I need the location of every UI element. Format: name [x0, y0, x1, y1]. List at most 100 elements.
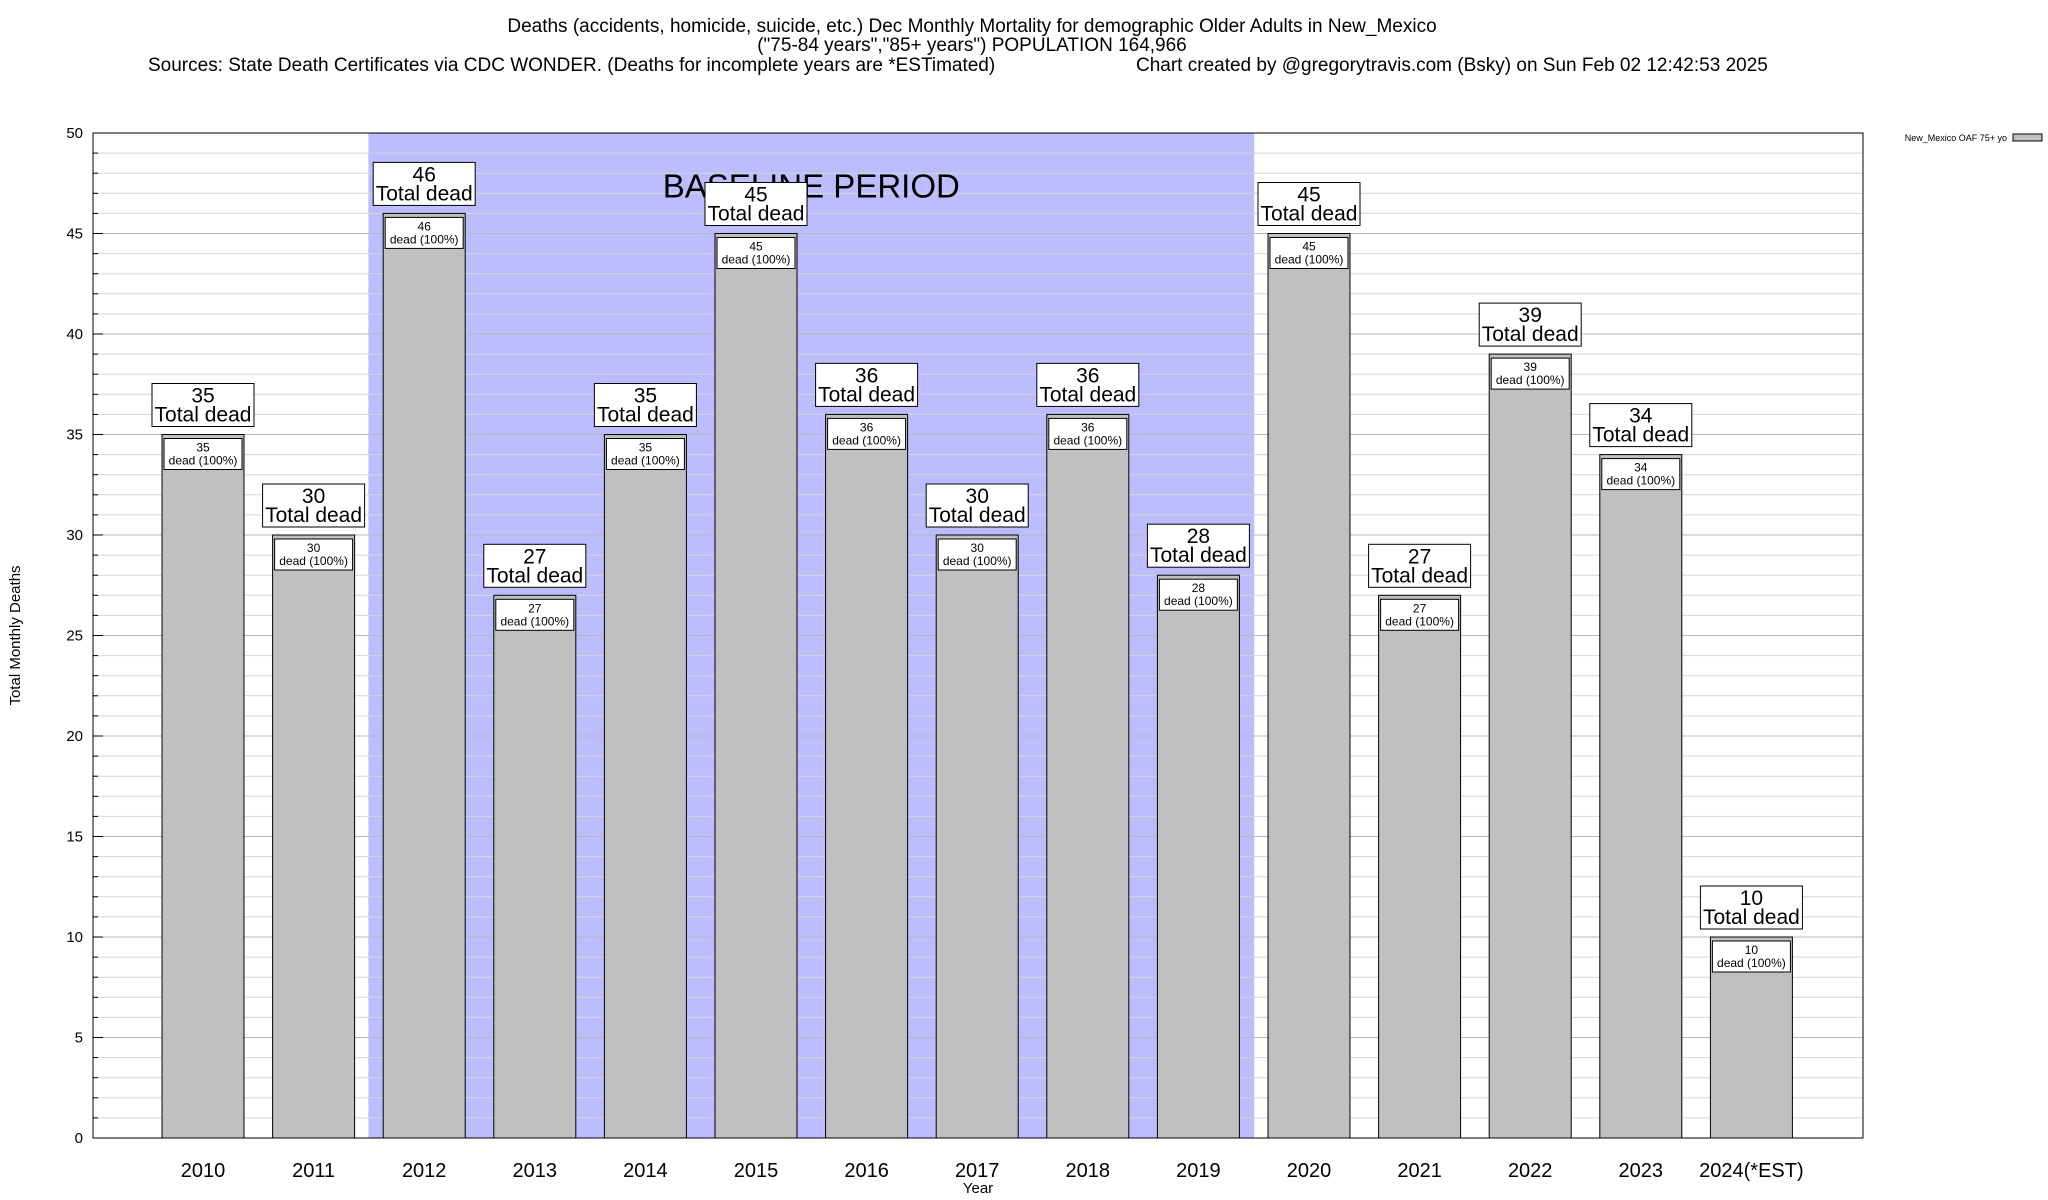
bar-inner-value-label: 28	[1192, 581, 1206, 595]
bar-inner-label-box	[1158, 578, 1238, 611]
bar	[1488, 353, 1572, 1139]
x-axis-label: Year	[963, 1180, 993, 1197]
bar-inner-value-label: 36	[860, 420, 874, 434]
x-tick-label: 2023	[1619, 1160, 1664, 1182]
bar-inner-value-label: 27	[1413, 601, 1427, 615]
bar-inner-label-box	[1269, 237, 1349, 269]
x-tick-label: 2020	[1287, 1160, 1332, 1182]
bar-top-label-box	[262, 483, 366, 528]
bar-top-label-box	[925, 483, 1029, 528]
bar	[935, 534, 1019, 1139]
y-tick-label: 10	[66, 929, 83, 946]
bar-top-label-box	[704, 182, 808, 226]
bar-inner-value-label: 34	[1634, 461, 1648, 475]
bar-inner-text-label: dead (100%)	[500, 614, 569, 628]
bar	[161, 434, 245, 1139]
y-tick-label: 30	[66, 527, 83, 544]
bar-inner-text-label: dead (100%)	[943, 554, 1012, 568]
bar-inner-label-box	[937, 538, 1017, 571]
bar-top-value-label: 36	[1076, 364, 1099, 387]
y-tick-label: 45	[66, 226, 83, 243]
bar-inner-text-label: dead (100%)	[1606, 474, 1675, 488]
bar	[603, 434, 687, 1139]
bar-top-text-label: Total dead	[265, 504, 362, 527]
x-tick-label: 2011	[292, 1160, 335, 1182]
x-tick-label: 2015	[734, 1160, 779, 1182]
bar	[1046, 413, 1130, 1139]
bar-top-value-label: 45	[744, 184, 767, 207]
bar-inner-text-label: dead (100%)	[1496, 373, 1565, 387]
bar-top-label-box	[483, 543, 587, 588]
bar-top-value-label: 10	[1740, 887, 1763, 910]
bar-inner-value-label: 39	[1524, 360, 1538, 374]
bar-inner-text-label: dead (100%)	[1164, 594, 1233, 608]
bar-inner-label-box	[1711, 940, 1791, 973]
bar-inner-label-box	[274, 538, 354, 571]
y-tick-label: 15	[66, 829, 83, 846]
bar-top-text-label: Total dead	[486, 564, 583, 587]
legend-entry-label: New_Mexico OAF 75+ yo	[1905, 133, 2007, 143]
x-tick-label: 2014	[623, 1160, 668, 1182]
bar-top-value-label: 35	[634, 385, 657, 408]
bar-top-text-label: Total dead	[1482, 323, 1579, 346]
bar-top-value-label: 39	[1519, 304, 1542, 327]
bar-top-text-label: Total dead	[376, 182, 473, 205]
chart-credit: Chart created by @gregorytravis.com (Bsk…	[1136, 55, 1768, 76]
bar-top-value-label: 28	[1187, 525, 1210, 548]
bar	[1156, 574, 1240, 1139]
bar-inner-label-box	[1601, 458, 1681, 491]
x-tick-label: 2018	[1066, 1160, 1111, 1182]
bar-inner-text-label: dead (100%)	[169, 454, 238, 468]
bar	[714, 233, 798, 1139]
bar-top-text-label: Total dead	[929, 504, 1026, 527]
bar-inner-value-label: 30	[971, 541, 985, 555]
bar-inner-value-label: 35	[639, 441, 653, 455]
bar-top-text-label: Total dead	[597, 404, 694, 427]
bar-top-value-label: 35	[191, 385, 214, 408]
bar-top-text-label: Total dead	[708, 203, 805, 226]
y-axis-label: Total Monthly Deaths	[7, 565, 24, 705]
bar-inner-text-label: dead (100%)	[1385, 614, 1454, 628]
bar-inner-value-label: 45	[1302, 240, 1316, 254]
bar-top-value-label: 46	[413, 163, 436, 186]
bar-inner-label-box	[1048, 417, 1128, 450]
bar	[272, 534, 356, 1139]
bar	[825, 413, 909, 1139]
bar-inner-value-label: 45	[749, 240, 763, 254]
bar	[493, 594, 577, 1139]
chart-sources: Sources: State Death Certificates via CD…	[148, 55, 995, 76]
y-tick-label: 5	[75, 1030, 83, 1047]
y-tick-label: 20	[66, 728, 83, 745]
bar-top-label-box	[1699, 885, 1803, 930]
bar-inner-text-label: dead (100%)	[390, 232, 459, 246]
bar-inner-value-label: 35	[196, 441, 210, 455]
bar-top-value-label: 34	[1629, 405, 1653, 428]
bar-inner-value-label: 30	[307, 541, 321, 555]
chart-title-line-1: Deaths (accidents, homicide, suicide, et…	[507, 16, 1436, 37]
bar	[1599, 454, 1683, 1139]
y-tick-label: 0	[75, 1130, 83, 1147]
bar-top-text-label: Total dead	[1039, 383, 1136, 406]
bar-top-label-box	[1036, 362, 1140, 407]
bar-top-text-label: Total dead	[1703, 906, 1800, 929]
bar-inner-label-box	[827, 417, 907, 450]
bar-top-value-label: 27	[1408, 545, 1431, 568]
x-tick-label: 2013	[513, 1160, 558, 1182]
bar-top-text-label: Total dead	[1371, 564, 1468, 587]
bar-inner-label-box	[163, 438, 243, 470]
bar-top-text-label: Total dead	[1592, 424, 1689, 447]
bar-top-label-box	[1146, 523, 1250, 568]
bar-inner-label-box	[384, 216, 464, 249]
bar-top-label-box	[372, 161, 476, 206]
x-tick-label: 2010	[181, 1160, 226, 1182]
bar-top-label-box	[1368, 543, 1472, 588]
bar-inner-label-box	[605, 438, 685, 470]
bar-inner-value-label: 27	[528, 601, 542, 615]
